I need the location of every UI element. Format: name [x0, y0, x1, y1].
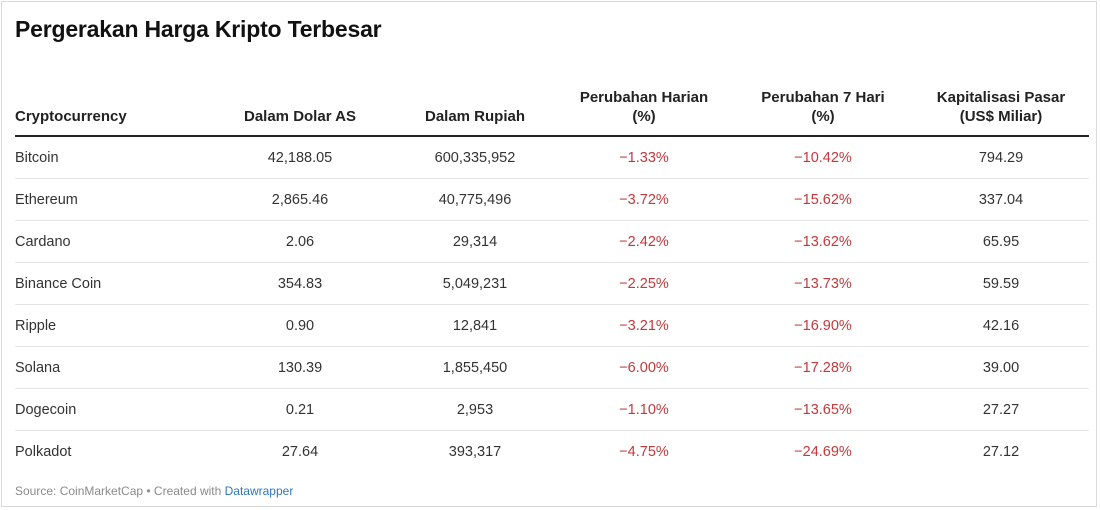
cell-market-cap: 42.16	[913, 304, 1089, 347]
cell-market-cap: 27.27	[913, 388, 1089, 431]
table-row: Polkadot 27.64 393,317 −4.75% −24.69% 27.12	[15, 431, 1089, 473]
cell-market-cap: 337.04	[913, 178, 1089, 221]
cell-daily-change: −1.10%	[555, 388, 733, 431]
cell-7day-change: −13.65%	[733, 388, 913, 431]
cell-name: Ethereum	[15, 178, 205, 221]
header-market-cap: Kapitalisasi Pasar (US$ Miliar)	[913, 72, 1089, 137]
table-body: Bitcoin 42,188.05 600,335,952 −1.33% −10.42%…	[15, 136, 1089, 472]
table-row: Bitcoin 42,188.05 600,335,952 −1.33% −10.42%…	[15, 136, 1089, 179]
header-idr: Dalam Rupiah	[395, 72, 555, 137]
table-row: Binance Coin 354.83 5,049,231 −2.25% −13.73%…	[15, 262, 1089, 305]
header-cryptocurrency: Cryptocurrency	[15, 72, 205, 137]
cell-usd: 0.21	[205, 388, 395, 431]
cell-name: Binance Coin	[15, 262, 205, 305]
chart-title: Pergerakan Harga Kripto Terbesar	[15, 16, 382, 42]
cell-daily-change: −3.72%	[555, 178, 733, 221]
cell-name: Cardano	[15, 220, 205, 263]
table-row: Dogecoin 0.21 2,953 −1.10% −13.65% 27.27	[15, 388, 1089, 431]
header-7day-change: Perubahan 7 Hari (%)	[733, 72, 913, 137]
cell-daily-change: −2.25%	[555, 262, 733, 305]
header-usd: Dalam Dolar AS	[205, 72, 395, 137]
cell-name: Solana	[15, 346, 205, 389]
cell-idr: 600,335,952	[395, 136, 555, 179]
cell-usd: 130.39	[205, 346, 395, 389]
cell-daily-change: −4.75%	[619, 443, 669, 460]
cell-market-cap: 27.12	[982, 443, 1020, 460]
cell-idr: 40,775,496	[395, 178, 555, 221]
cell-name: Polkadot	[15, 443, 72, 460]
cell-idr: 5,049,231	[395, 262, 555, 305]
cell-idr: 29,314	[395, 220, 555, 263]
cell-market-cap: 39.00	[913, 346, 1089, 389]
table-row: Ripple 0.90 12,841 −3.21% −16.90% 42.16	[15, 304, 1089, 347]
table-row: Cardano 2.06 29,314 −2.42% −13.62% 65.95	[15, 220, 1089, 263]
cell-7day-change: −24.69%	[794, 443, 852, 460]
datawrapper-link[interactable]: Datawrapper	[224, 484, 294, 498]
cell-7day-change: −13.73%	[733, 262, 913, 305]
table-row: Ethereum 2,865.46 40,775,496 −3.72% −15.62% 3…	[15, 178, 1089, 221]
cell-7day-change: −10.42%	[733, 136, 913, 179]
cell-usd: 27.64	[281, 443, 319, 460]
cell-daily-change: −2.42%	[555, 220, 733, 263]
cell-daily-change: −3.21%	[555, 304, 733, 347]
cell-daily-change: −1.33%	[555, 136, 733, 179]
cell-usd: 0.90	[205, 304, 395, 347]
cell-market-cap: 59.59	[913, 262, 1089, 305]
cell-usd: 42,188.05	[205, 136, 395, 179]
cell-7day-change: −15.62%	[733, 178, 913, 221]
cell-name: Dogecoin	[15, 388, 205, 431]
cell-7day-change: −16.90%	[733, 304, 913, 347]
cell-usd: 354.83	[205, 262, 395, 305]
crypto-table: Cryptocurrency Dalam Dolar AS Dalam Rupi…	[15, 72, 1089, 472]
cell-usd: 2.06	[205, 220, 395, 263]
header-row: Cryptocurrency Dalam Dolar AS Dalam Rupi…	[15, 72, 1089, 137]
cell-market-cap: 65.95	[913, 220, 1089, 263]
cell-idr: 12,841	[395, 304, 555, 347]
cell-name: Bitcoin	[15, 136, 205, 179]
cell-idr: 2,953	[395, 388, 555, 431]
cell-name: Ripple	[15, 304, 205, 347]
cell-idr: 393,317	[448, 443, 502, 460]
header-daily-change: Perubahan Harian (%)	[555, 72, 733, 137]
cell-market-cap: 794.29	[913, 136, 1089, 179]
footer: Source: CoinMarketCap • Created with Dat…	[15, 484, 293, 498]
cell-7day-change: −17.28%	[733, 346, 913, 389]
cell-7day-change: −13.62%	[733, 220, 913, 263]
cell-idr: 1,855,450	[395, 346, 555, 389]
table-row: Solana 130.39 1,855,450 −6.00% −17.28% 39.00	[15, 346, 1089, 389]
cell-usd: 2,865.46	[205, 178, 395, 221]
cell-daily-change: −6.00%	[555, 346, 733, 389]
footer-source: Source: CoinMarketCap • Created with	[15, 484, 225, 498]
